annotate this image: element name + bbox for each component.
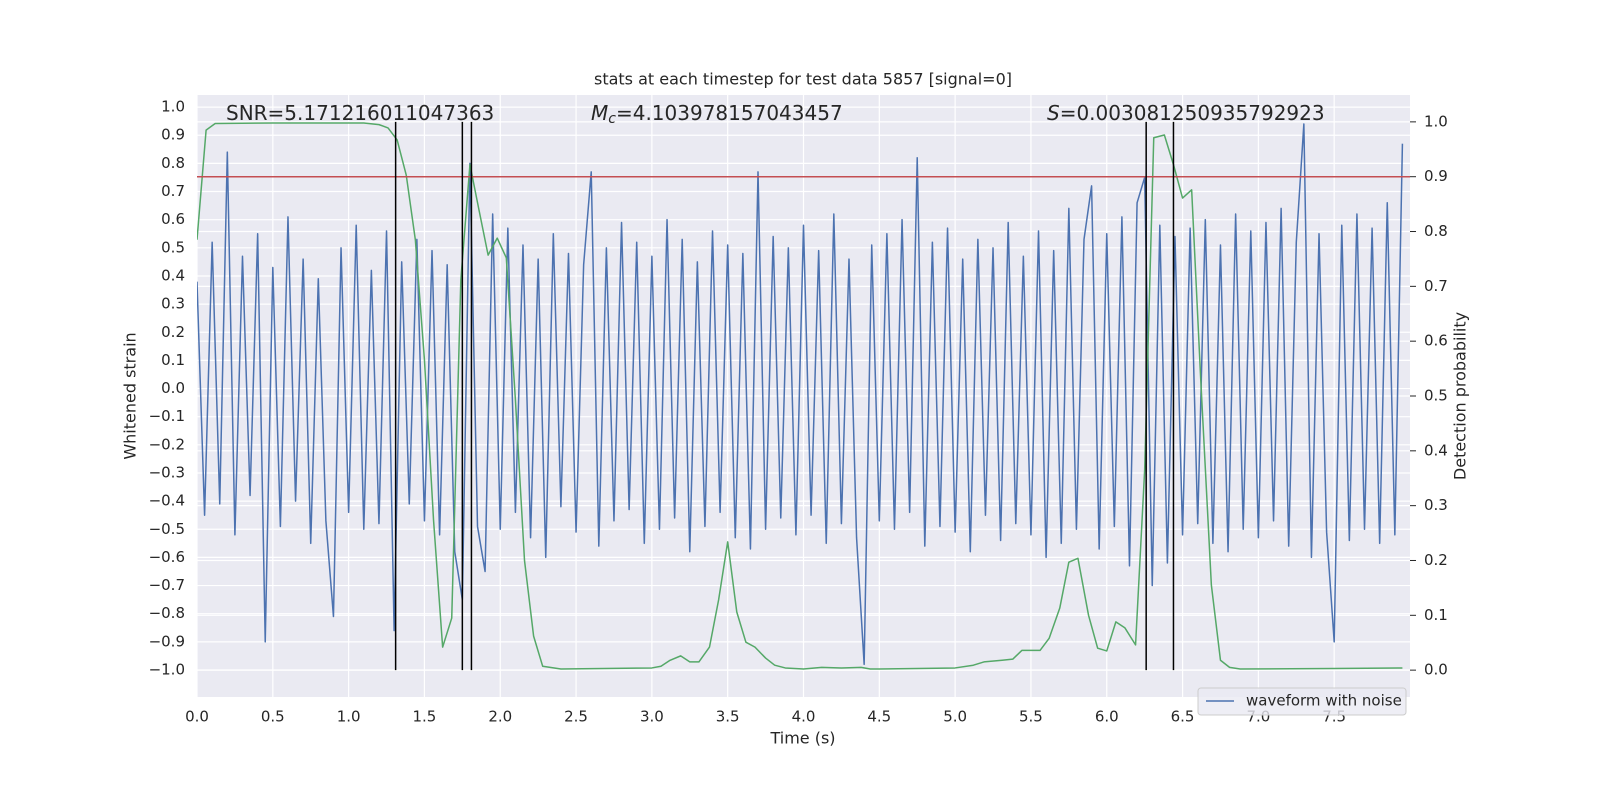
annotation: S=0.003081250935792923 <box>1047 101 1325 125</box>
y-tick-label: −0.6 <box>149 548 185 566</box>
y2-tick-label: 0.7 <box>1424 277 1448 295</box>
y-tick-label: 0.3 <box>161 295 185 313</box>
x-tick-label: 3.5 <box>716 708 740 726</box>
legend: waveform with noise <box>1197 687 1407 716</box>
annotation-text: =0.003081250935792923 <box>1060 101 1325 125</box>
y-tick-label: −0.7 <box>149 576 185 594</box>
x-tick-label: 5.0 <box>943 708 967 726</box>
x-tick-label: 0.0 <box>185 708 209 726</box>
x-tick-label: 4.5 <box>867 708 891 726</box>
annotation-text: =4.103978157043457 <box>616 101 843 125</box>
annotation-symbol: M <box>591 101 608 125</box>
y-tick-label: 0.1 <box>161 351 185 369</box>
legend-box <box>1197 687 1407 716</box>
y2-tick-label: 0.0 <box>1424 661 1448 679</box>
y2-tick-label: 0.3 <box>1424 496 1448 514</box>
marks <box>197 121 1410 671</box>
y-tick-label: 1.0 <box>161 98 185 116</box>
y2-tick-label: 1.0 <box>1424 112 1448 130</box>
x-tick-label: 1.5 <box>413 708 437 726</box>
x-axis-label: Time (s) <box>769 729 835 748</box>
y-tick-label: −1.0 <box>149 660 185 678</box>
y-tick-label: −0.8 <box>149 604 185 622</box>
series-line <box>197 123 1404 666</box>
y2-tick-label: 0.8 <box>1424 222 1448 240</box>
y2-tick-label: 0.2 <box>1424 551 1448 569</box>
y-tick-label: 0.7 <box>161 182 185 200</box>
y-tick-label: −0.4 <box>149 492 185 510</box>
series-line <box>197 122 1403 670</box>
legend-label: waveform with noise <box>1246 692 1402 710</box>
y-tick-label: −0.2 <box>149 435 185 453</box>
y-tick-label: −0.1 <box>149 407 185 425</box>
y-tick-label: 0.6 <box>161 210 185 228</box>
annotation-symbol: S <box>1047 101 1060 125</box>
labels: 0.0 0.5 1.0 1.5 2.0 2.5 3.0 3.5 4.0 4.5 5.0 5.5 6.0 6… <box>149 98 1448 726</box>
y-tick-label: 0.2 <box>161 323 185 341</box>
x-tick-label: 3.0 <box>640 708 664 726</box>
x-tick-label: 2.5 <box>564 708 588 726</box>
y2-axis-label: Detection probability <box>1451 312 1470 480</box>
y-tick-label: −0.5 <box>149 520 185 538</box>
y2-tick-label: 0.5 <box>1424 387 1448 405</box>
y2-tick-label: 0.1 <box>1424 606 1448 624</box>
y-tick-label: −0.9 <box>149 632 185 650</box>
x-tick-label: 4.0 <box>792 708 816 726</box>
x-tick-label: 1.0 <box>337 708 361 726</box>
y2-tick-label: 0.4 <box>1424 441 1448 459</box>
y-tick-label: −0.3 <box>149 463 185 481</box>
y-tick-label: 0.8 <box>161 154 185 172</box>
y-tick-label: 0.5 <box>161 238 185 256</box>
annotation-text: SNR=5.171216011047363 <box>226 101 494 125</box>
annotation-subscript: c <box>608 111 616 127</box>
x-tick-label: 2.0 <box>488 708 512 726</box>
annotation: Mc=4.103978157043457 <box>591 101 843 128</box>
x-tick-label: 5.5 <box>1019 708 1043 726</box>
chart-title: stats at each timestep for test data 585… <box>594 70 1012 89</box>
annotation: SNR=5.171216011047363 <box>226 101 494 125</box>
x-tick-label: 6.5 <box>1171 708 1195 726</box>
y2-tick-label: 0.6 <box>1424 332 1448 350</box>
y2-tick-label: 0.9 <box>1424 167 1448 185</box>
y-tick-label: 0.4 <box>161 266 185 284</box>
y-tick-label: 0.9 <box>161 126 185 144</box>
y-tick-label: 0.0 <box>161 379 185 397</box>
x-tick-label: 6.0 <box>1095 708 1119 726</box>
y-axis-label: Whitened strain <box>121 332 140 459</box>
x-tick-label: 0.5 <box>261 708 285 726</box>
